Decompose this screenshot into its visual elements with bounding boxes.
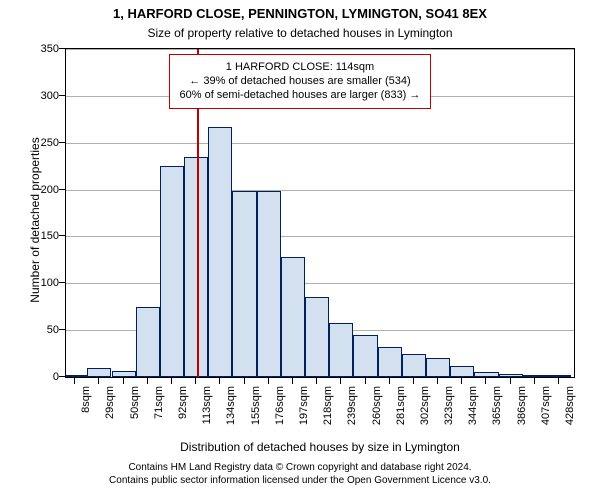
histogram-bar bbox=[208, 127, 232, 377]
ytick-mark bbox=[59, 282, 65, 283]
gridline-h bbox=[66, 49, 574, 50]
xtick-label: 176sqm bbox=[274, 386, 286, 436]
gridline-h bbox=[66, 283, 574, 284]
xtick-label: 155sqm bbox=[250, 386, 262, 436]
xtick-mark bbox=[74, 378, 75, 384]
callout-line3: 60% of semi-detached houses are larger (… bbox=[180, 89, 421, 103]
xtick-label: 50sqm bbox=[129, 386, 141, 436]
xtick-mark bbox=[171, 378, 172, 384]
xtick-mark bbox=[461, 378, 462, 384]
callout-box: 1 HARFORD CLOSE: 114sqm ← 39% of detache… bbox=[169, 54, 432, 109]
xtick-mark bbox=[98, 378, 99, 384]
xtick-label: 113sqm bbox=[201, 386, 213, 436]
xtick-mark bbox=[219, 378, 220, 384]
xtick-mark bbox=[510, 378, 511, 384]
ytick-mark bbox=[59, 376, 65, 377]
histogram-bar bbox=[136, 307, 160, 377]
ytick-label: 0 bbox=[19, 371, 59, 383]
xtick-label: 344sqm bbox=[467, 386, 479, 436]
ytick-label: 300 bbox=[19, 90, 59, 102]
xtick-mark bbox=[195, 378, 196, 384]
ytick-label: 350 bbox=[19, 43, 59, 55]
ytick-label: 100 bbox=[19, 277, 59, 289]
ytick-label: 50 bbox=[19, 324, 59, 336]
xtick-mark bbox=[437, 378, 438, 384]
xtick-mark bbox=[244, 378, 245, 384]
xtick-label: 365sqm bbox=[491, 386, 503, 436]
gridline-h bbox=[66, 143, 574, 144]
histogram-bar bbox=[160, 166, 184, 377]
xtick-label: 260sqm bbox=[371, 386, 383, 436]
xtick-label: 29sqm bbox=[104, 386, 116, 436]
histogram-bar bbox=[257, 191, 281, 377]
ytick-label: 150 bbox=[19, 230, 59, 242]
xtick-label: 134sqm bbox=[225, 386, 237, 436]
histogram-bar bbox=[450, 366, 474, 377]
xtick-mark bbox=[365, 378, 366, 384]
xtick-mark bbox=[389, 378, 390, 384]
xtick-mark bbox=[485, 378, 486, 384]
ytick-mark bbox=[59, 189, 65, 190]
xtick-mark bbox=[123, 378, 124, 384]
ytick-mark bbox=[59, 95, 65, 96]
histogram-bar bbox=[402, 354, 426, 377]
xtick-mark bbox=[340, 378, 341, 384]
xtick-label: 407sqm bbox=[540, 386, 552, 436]
xtick-label: 218sqm bbox=[322, 386, 334, 436]
histogram-bar bbox=[378, 347, 402, 377]
attribution-line2: Contains public sector information licen… bbox=[0, 475, 600, 488]
histogram-bar bbox=[281, 257, 305, 377]
histogram-bar bbox=[353, 335, 377, 377]
xtick-mark bbox=[413, 378, 414, 384]
xtick-mark bbox=[292, 378, 293, 384]
xtick-label: 71sqm bbox=[153, 386, 165, 436]
xtick-label: 386sqm bbox=[516, 386, 528, 436]
xtick-label: 197sqm bbox=[298, 386, 310, 436]
chart-title-line1: 1, HARFORD CLOSE, PENNINGTON, LYMINGTON,… bbox=[0, 6, 600, 21]
xtick-mark bbox=[534, 378, 535, 384]
histogram-bar bbox=[232, 191, 256, 377]
figure-root: 1, HARFORD CLOSE, PENNINGTON, LYMINGTON,… bbox=[0, 0, 600, 500]
gridline-h bbox=[66, 236, 574, 237]
ytick-mark bbox=[59, 142, 65, 143]
xtick-label: 302sqm bbox=[419, 386, 431, 436]
histogram-bar bbox=[184, 157, 208, 377]
xtick-mark bbox=[147, 378, 148, 384]
xtick-mark bbox=[268, 378, 269, 384]
xtick-label: 323sqm bbox=[443, 386, 455, 436]
callout-line2: ← 39% of detached houses are smaller (53… bbox=[180, 75, 421, 89]
attribution-line1: Contains HM Land Registry data © Crown c… bbox=[0, 462, 600, 475]
attribution: Contains HM Land Registry data © Crown c… bbox=[0, 462, 600, 487]
chart-title-line2: Size of property relative to detached ho… bbox=[0, 26, 600, 40]
callout-line1: 1 HARFORD CLOSE: 114sqm bbox=[180, 61, 421, 75]
xtick-label: 239sqm bbox=[346, 386, 358, 436]
xtick-mark bbox=[316, 378, 317, 384]
ytick-label: 200 bbox=[19, 184, 59, 196]
xtick-label: 281sqm bbox=[395, 386, 407, 436]
x-axis-baseline bbox=[66, 377, 574, 378]
ytick-mark bbox=[59, 48, 65, 49]
xtick-label: 8sqm bbox=[80, 386, 92, 436]
xtick-label: 428sqm bbox=[564, 386, 576, 436]
gridline-h bbox=[66, 190, 574, 191]
histogram-bar bbox=[329, 323, 353, 377]
xtick-label: 92sqm bbox=[177, 386, 189, 436]
histogram-bar bbox=[305, 297, 329, 377]
ytick-label: 250 bbox=[19, 137, 59, 149]
x-axis-label: Distribution of detached houses by size … bbox=[65, 440, 575, 454]
ytick-mark bbox=[59, 235, 65, 236]
ytick-mark bbox=[59, 329, 65, 330]
xtick-mark bbox=[558, 378, 559, 384]
histogram-bar bbox=[426, 358, 450, 377]
histogram-bar bbox=[87, 368, 111, 377]
